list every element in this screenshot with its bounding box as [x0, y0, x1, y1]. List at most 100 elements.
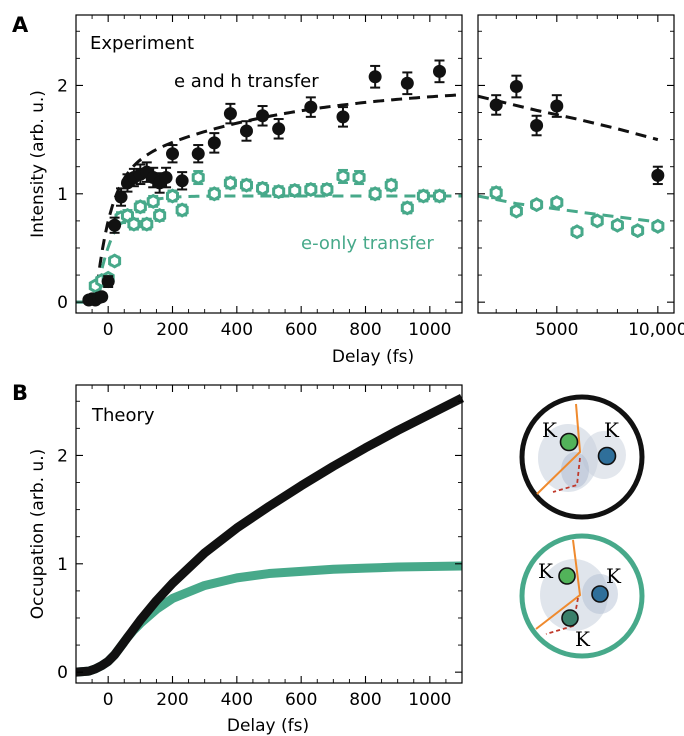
inset-e-and-h: K K: [519, 394, 645, 520]
data-point-e-only: [509, 203, 523, 219]
x-tick-label: 5000: [535, 320, 578, 340]
data-point-e-and-h: [651, 168, 665, 182]
panel-label-a: A: [12, 13, 29, 37]
y-tick-label: 1: [57, 185, 68, 205]
data-point-e-and-h: [175, 174, 189, 188]
data-point-e-only: [146, 193, 160, 209]
data-point-e-only: [175, 202, 189, 218]
valley-label-bottom-2: K: [606, 564, 622, 588]
data-point-e-only: [133, 199, 147, 215]
data-point-e-only: [631, 223, 645, 239]
experiment-annotation: Experiment: [90, 33, 194, 54]
theory-line-e-only: [75, 561, 463, 677]
data-point-e-only: [256, 180, 270, 196]
data-point-e-only: [239, 177, 254, 193]
data-point-e-only: [489, 185, 503, 201]
data-point-e-only: [432, 188, 447, 204]
boundary-line-top: [536, 403, 582, 495]
data-point-e-only: [416, 188, 430, 204]
data-point-e-and-h: [159, 171, 173, 185]
panel-b-plot: 0 200 400 600 800 1000 0 1 2 Theory Delay (fs) O…: [28, 384, 465, 736]
data-point-e-and-h: [191, 147, 205, 161]
y-tick-label: 2: [57, 76, 68, 96]
data-point-e-only: [140, 216, 154, 232]
data-point-e-only: [336, 168, 350, 184]
data-point-e-and-h: [108, 218, 122, 232]
data-point-e-and-h: [509, 80, 523, 94]
data-point-e-and-h: [368, 70, 382, 84]
data-point-e-only: [320, 181, 334, 198]
panel-a-right-frame: [477, 14, 675, 314]
data-point-e-only: [165, 188, 180, 204]
data-point-e-only: [288, 183, 302, 199]
valley-label-top-1: K: [542, 418, 558, 442]
fit-e-only-long: [477, 194, 659, 224]
y-tick-label: 0: [57, 663, 68, 683]
data-point-e-and-h: [489, 98, 503, 112]
valley-marker-top-2: [597, 446, 617, 466]
x-tick-label: 1000: [408, 320, 451, 340]
e-only-label: e-only transfer: [301, 233, 434, 254]
theory-line-e-and-h: [75, 393, 465, 677]
data-point-e-only: [400, 200, 414, 216]
valley-label-bottom-3: K: [575, 627, 591, 651]
valley-label-bottom-1: K: [538, 559, 554, 583]
data-point-e-and-h: [207, 136, 221, 150]
x-tick-label: 10,000: [628, 320, 684, 340]
data-point-e-only: [550, 194, 564, 211]
x-tick-label: 800: [349, 690, 381, 710]
data-point-e-and-h: [256, 109, 270, 123]
fit-e-and-h: [76, 93, 463, 304]
data-point-e-and-h: [114, 190, 128, 204]
y-tick-label: 0: [57, 293, 68, 313]
data-point-e-only: [368, 186, 382, 202]
data-point-e-only: [352, 170, 366, 186]
data-point-e-only: [191, 170, 205, 186]
panel-label-b: B: [12, 381, 28, 405]
x-tick-label: 400: [221, 690, 253, 710]
x-tick-label: 400: [221, 320, 253, 340]
panel-b-xlabel: Delay (fs): [227, 716, 309, 736]
data-point-e-and-h: [432, 64, 446, 78]
valley-label-top-2: K: [604, 418, 620, 442]
data-point-e-only: [223, 175, 237, 191]
data-point-e-and-h: [95, 290, 109, 304]
panel-a-xlabel: Delay (fs): [332, 347, 414, 367]
data-point-e-and-h: [550, 99, 564, 113]
x-tick-label: 800: [349, 320, 381, 340]
data-point-e-only: [590, 213, 604, 229]
x-tick-label: 200: [156, 690, 188, 710]
data-point-e-and-h: [166, 147, 179, 161]
data-point-e-and-h: [101, 275, 115, 289]
x-tick-label: 0: [103, 320, 114, 340]
x-tick-label: 200: [156, 320, 188, 340]
data-point-e-only: [570, 224, 584, 240]
data-point-e-only: [304, 181, 318, 198]
data-point-e-and-h: [223, 107, 237, 121]
data-point-e-only: [384, 177, 398, 193]
data-point-e-only: [272, 184, 286, 200]
y-tick-label: 2: [57, 446, 68, 466]
x-tick-label: 1000: [408, 690, 451, 710]
y-tick-label: 1: [57, 555, 68, 575]
valley-marker-bottom-2: [591, 585, 609, 603]
valley-marker-bottom-1: [558, 567, 576, 585]
theory-annotation: Theory: [91, 405, 155, 426]
data-point-e-and-h: [272, 122, 286, 136]
valley-marker-bottom-3: [561, 609, 579, 627]
data-point-e-and-h: [400, 76, 414, 90]
path-line-top: [552, 457, 581, 493]
data-point-e-only: [610, 217, 624, 233]
data-point-e-only: [530, 197, 544, 213]
x-tick-label: 0: [103, 690, 114, 710]
data-point-e-only: [153, 207, 167, 224]
x-tick-label: 600: [285, 690, 317, 710]
data-point-e-only: [651, 218, 665, 234]
panel-a-left-plot: 0 200 400 600 800 1000 0 1 2 Experiment e and h …: [28, 14, 463, 367]
data-point-e-only: [108, 253, 122, 269]
boundary-line-bottom: [535, 539, 582, 630]
data-point-e-and-h: [239, 124, 253, 138]
data-point-e-and-h: [304, 100, 318, 114]
fit-e-and-h-long: [477, 94, 659, 142]
